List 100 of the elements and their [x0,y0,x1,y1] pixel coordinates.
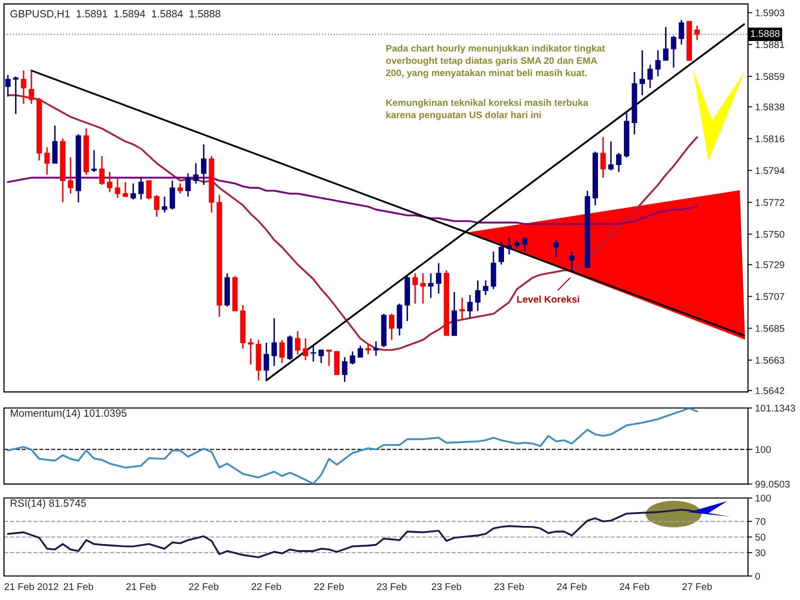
candlestick [678,19,684,46]
y-tick-label: 1.5903 [756,9,784,16]
chart-title: Momentum(14) 101.0395 [10,409,126,419]
y-tick-label: 1.5729 [756,261,784,268]
candlestick [373,340,379,356]
line-series [7,508,698,558]
y-tick-label: 100 [756,446,771,453]
candlestick [302,338,308,361]
candlestick [428,272,434,299]
candlestick [294,330,300,356]
candlestick [107,171,112,193]
candlestick [193,162,199,184]
chart-title: GBPUSD,H1 1.5891 1.5894 1.5884 1.5888 [10,10,220,19]
candlestick [13,76,18,115]
candlestick [5,74,11,98]
x-tick-label: 21 Feb [64,582,94,590]
candlestick [318,349,324,364]
y-tick-label: 101.1343 [756,404,796,412]
candlestick [114,177,120,199]
line-series [7,408,698,484]
candlestick [138,177,144,200]
x-tick-label: 23 Feb [432,582,462,590]
candlestick [170,180,176,210]
candlestick [122,181,128,198]
candlestick [130,182,136,200]
candlestick [522,236,528,252]
candlestick [178,182,183,194]
candlestick [44,146,50,176]
chart-title: RSI(14) 81.5745 [10,499,86,509]
candlestick [91,149,97,173]
candlestick [342,356,348,383]
y-tick-label: 1.5816 [756,135,784,142]
x-tick-label: 21 Feb 2012 [4,582,58,590]
candlestick [350,350,356,366]
candlestick [420,272,426,304]
candlestick [506,236,512,256]
candlestick [396,302,402,336]
candlestick [655,50,661,78]
candlestick [640,50,645,96]
x-tick-label: 24 Feb [620,582,650,590]
annotation: Pada chart hourly menunjukkan indikator tingkat overbought tetap diatas garis SMA 20 dan EMA 200, yang menyatakan minat beli masih kuat. [386,44,605,78]
candlestick [365,344,371,356]
candlestick [279,339,285,364]
candlestick [52,124,58,164]
x-tick-label: 24 Feb [557,582,587,590]
candlestick [670,35,676,68]
candlestick [28,70,34,105]
candlestick [287,334,293,361]
y-tick-label: 50 [755,534,766,541]
candlestick [482,280,488,296]
candlestick [358,344,364,358]
y-tick-label: 30 [755,549,766,556]
y-tick-label: 1.5663 [756,356,784,364]
y-tick-label: 1.5859 [756,73,784,80]
candlestick [162,196,168,214]
candlestick [616,152,622,173]
y-tick-label: 99.0503 [755,480,790,488]
candlestick [498,240,504,266]
x-tick-label: 23 Feb [494,582,524,590]
candlestick [608,140,614,172]
candlestick [185,172,191,198]
x-tick-label: 23 Feb [377,582,406,590]
annotation: Level Koreksi [517,296,580,303]
candlestick [326,349,332,367]
y-tick-label: 1.5642 [756,387,784,394]
y-tick-label: 1.5707 [756,293,784,300]
candlestick [475,280,481,312]
y-tick-label: 1.5794 [756,167,784,174]
y-tick-label: 100 [756,494,771,502]
candlestick [310,344,317,362]
candlestick [569,250,574,272]
x-tick-label: 22 Feb [252,582,282,590]
candlestick [467,294,473,319]
x-tick-label: 21 Feb [126,582,156,590]
candlestick [388,313,394,341]
x-tick-label: 27 Feb [682,582,712,590]
annotation: Kemungkinan teknikal koreksi masih terbuka karena penguatan US dolar hari ini [386,99,588,120]
y-tick-label: 1.5685 [756,325,784,332]
y-tick-label: 1.5750 [756,230,784,238]
ref-line-label: 1.5888 [750,30,780,37]
y-tick-label: 0 [755,572,760,580]
candlestick [694,24,700,41]
y-tick-label: 1.5772 [756,199,784,206]
candlestick [154,194,160,218]
x-tick-label: 22 Feb [314,582,344,590]
candlestick [68,156,74,194]
y-tick-label: 1.5838 [756,103,784,110]
candlestick [459,297,465,320]
candlestick [146,180,152,200]
candlestick [201,144,206,186]
candlestick [663,26,668,62]
candlestick [20,70,26,105]
y-tick-label: 1.5881 [756,41,784,48]
candlestick [264,342,270,382]
candlestick [490,250,496,290]
candlestick [553,239,559,258]
candlestick [248,338,254,366]
x-tick-label: 22 Feb [189,582,218,590]
candlestick [271,317,277,367]
candlestick [600,136,606,178]
